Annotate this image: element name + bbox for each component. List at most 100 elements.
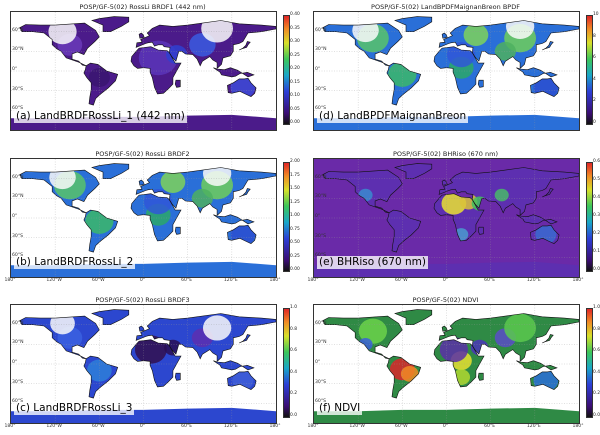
- panel-title: POSP/GF-5(02) RossLi BRDF3: [95, 296, 190, 304]
- colorbar: [283, 162, 290, 272]
- colorbar-tick-label: 2.00: [290, 159, 300, 164]
- colorbar-tick-label: 0.1: [593, 249, 600, 254]
- coastline-australia: [227, 370, 257, 390]
- colorbar-tick-label: 0.0: [290, 413, 297, 418]
- lat-label: 0°: [315, 67, 321, 72]
- lon-label: 60°E: [484, 424, 496, 429]
- colorbar-tick-label: 0: [593, 120, 596, 125]
- colorbar-tick-label: 6: [593, 55, 596, 61]
- value-region: [358, 318, 388, 344]
- lat-label: 60°S: [12, 253, 24, 259]
- coastline-southAmerica: [83, 62, 119, 106]
- coastline-australia: [530, 370, 560, 390]
- colorbar-tick-label: 0.0: [593, 267, 600, 272]
- colorbar-tick-label: 0.3: [593, 213, 600, 218]
- coastline-greenland: [91, 163, 130, 179]
- lat-label: 30°S: [315, 86, 327, 92]
- coastline-madagascar: [477, 372, 484, 381]
- lon-label: 60°E: [181, 278, 193, 283]
- lon-label: 60°E: [484, 278, 496, 283]
- lon-label: 60°E: [181, 424, 193, 429]
- coastline-japan: [542, 188, 554, 198]
- colorbar-tick-label: 1.0: [290, 305, 297, 310]
- coastline-indonesia: [213, 67, 255, 78]
- coastline-africa: [433, 46, 485, 95]
- coastline-southAmerica: [83, 355, 119, 399]
- coastline-southAmerica: [386, 355, 422, 399]
- coastline-australia: [227, 77, 257, 97]
- colorbar-tick-label: 0.75: [290, 226, 300, 232]
- coastline-northAmerica: [322, 22, 403, 67]
- colorbar-tick-label: 1.50: [290, 186, 300, 191]
- lat-label: 60°N: [315, 27, 327, 33]
- coastline-greenland: [394, 163, 433, 179]
- colorbar-tick-label: 0.25: [290, 253, 300, 259]
- lat-label: 0°: [12, 360, 18, 365]
- lon-label: 120°W: [349, 424, 365, 429]
- coastline-eurasia: [135, 20, 276, 70]
- lat-label: 0°: [12, 67, 18, 72]
- colorbar: [283, 15, 290, 125]
- lat-label: 30°N: [12, 340, 24, 346]
- lon-label: 120°W: [46, 424, 62, 429]
- coastline-greenland: [394, 309, 433, 325]
- colorbar-tick-label: 0.4: [593, 195, 600, 200]
- value-region: [494, 188, 509, 202]
- colorbar-tick-label: 8: [593, 33, 596, 39]
- colorbar-tick-label: 1.00: [290, 213, 300, 218]
- lat-label: 60°N: [12, 320, 24, 326]
- coastline-northAmerica: [19, 22, 100, 67]
- value-region: [160, 170, 186, 193]
- lon-label: 180°: [307, 424, 319, 429]
- colorbar-tick-label: 0.8: [290, 326, 297, 332]
- coastline-madagascar: [174, 79, 181, 88]
- panel-title: POSP/GF-5(02) NDVI: [412, 296, 479, 304]
- coastline-japan: [239, 334, 251, 344]
- colorbar-tick-label: 2: [593, 98, 596, 104]
- coastline-eurasia: [135, 167, 276, 217]
- coastline-eurasia: [135, 313, 276, 363]
- coastline-australia: [227, 224, 257, 244]
- lon-label: 120°W: [46, 278, 62, 283]
- colorbar: [586, 162, 593, 272]
- lon-label: 120°E: [223, 278, 238, 283]
- lon-label: 120°W: [349, 278, 365, 283]
- coastline-indonesia: [516, 214, 558, 225]
- panel-caption: (f) NDVI: [317, 402, 363, 415]
- coastline-northAmerica: [322, 169, 403, 214]
- colorbar-tick-label: 1.75: [290, 172, 300, 178]
- coastline-japan: [542, 334, 554, 344]
- panel-title: POSP/GF-5(02) RossLi BRDF2: [95, 150, 190, 158]
- colorbar-tick-label: 0.6: [593, 159, 600, 164]
- colorbar-tick-label: 0.20: [290, 66, 300, 71]
- coastline-africa: [130, 46, 182, 95]
- lat-label: 30°S: [12, 86, 24, 92]
- coastline-japan: [239, 41, 251, 51]
- colorbar-tick-label: 0.2: [593, 231, 600, 236]
- coastline-greenland: [394, 16, 433, 32]
- coastline-northAmerica: [322, 315, 403, 360]
- lon-label: 180°: [4, 278, 16, 283]
- coastline-southAmerica: [83, 209, 119, 253]
- lat-label: 60°S: [315, 399, 327, 405]
- coastline-eurasia: [438, 167, 579, 217]
- lat-label: 0°: [315, 360, 321, 365]
- coastline-indonesia: [516, 67, 558, 78]
- lat-label: 30°N: [12, 194, 24, 200]
- lat-label: 30°S: [12, 233, 24, 239]
- coastline-madagascar: [477, 226, 484, 235]
- colorbar-tick-label: 0.30: [290, 39, 300, 44]
- colorbar-tick-label: 0.00: [290, 120, 300, 125]
- lon-label: 0°: [139, 278, 146, 283]
- value-region: [439, 336, 468, 363]
- lat-label: 30°N: [315, 194, 327, 200]
- panel-caption: (a) LandBRDFRossLi_1 (442 nm): [14, 110, 187, 123]
- lat-label: 30°S: [12, 379, 24, 385]
- coastline-indonesia: [213, 214, 255, 225]
- colorbar-tick-label: 0.35: [290, 25, 300, 31]
- colorbar: [283, 308, 290, 418]
- coastline-japan: [239, 188, 251, 198]
- coastline-indonesia: [213, 360, 255, 371]
- colorbar-tick-label: 0.6: [593, 348, 600, 354]
- value-region: [441, 192, 467, 215]
